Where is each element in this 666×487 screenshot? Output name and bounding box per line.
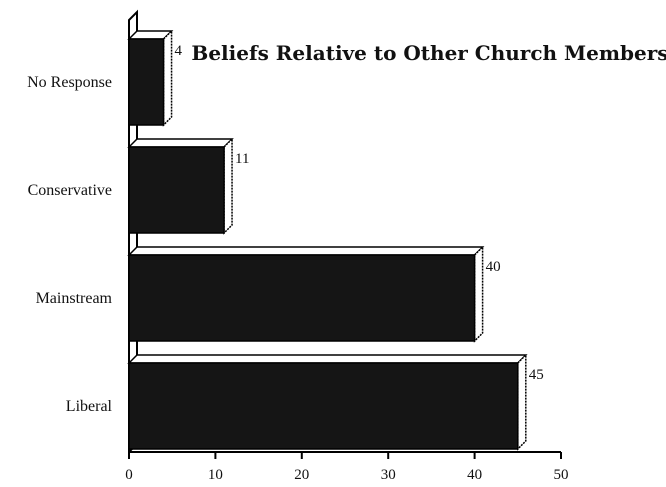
category-label: No Response [27, 74, 112, 91]
category-label: Liberal [66, 398, 113, 415]
bar-top-face [127, 354, 528, 364]
category-label: Mainstream [36, 290, 113, 307]
bar-liberal [128, 362, 519, 450]
x-tick-label: 20 [294, 467, 309, 483]
bar-mainstream [128, 254, 476, 342]
category-label: Conservative [28, 182, 112, 199]
x-tick-label: 50 [554, 467, 569, 483]
x-tick-label: 10 [208, 467, 223, 483]
bar-value-label: 11 [235, 151, 249, 167]
bar-value-label: 45 [529, 367, 544, 383]
bar-side-face [162, 29, 173, 127]
bar-side-face [473, 245, 484, 343]
x-axis: 0 10 20 30 40 50 [125, 451, 569, 483]
bar-value-label: 4 [175, 43, 183, 59]
x-tick-label: 0 [125, 467, 133, 483]
bar-side-face [223, 137, 233, 235]
chart-title: Beliefs Relative to Other Church Members [191, 41, 666, 65]
bar-conservative [128, 146, 225, 234]
bar-side-face [517, 353, 527, 451]
bar-top-face [127, 246, 485, 256]
bar-value-label: 40 [486, 259, 501, 275]
bar-top-face [127, 138, 234, 148]
bar-no-response [128, 38, 165, 126]
x-tick-label: 40 [467, 467, 482, 483]
bars: 4 11 40 45 [127, 29, 544, 451]
category-labels: No Response Conservative Mainstream Liberal [27, 74, 112, 415]
x-tick-label: 30 [381, 467, 396, 483]
